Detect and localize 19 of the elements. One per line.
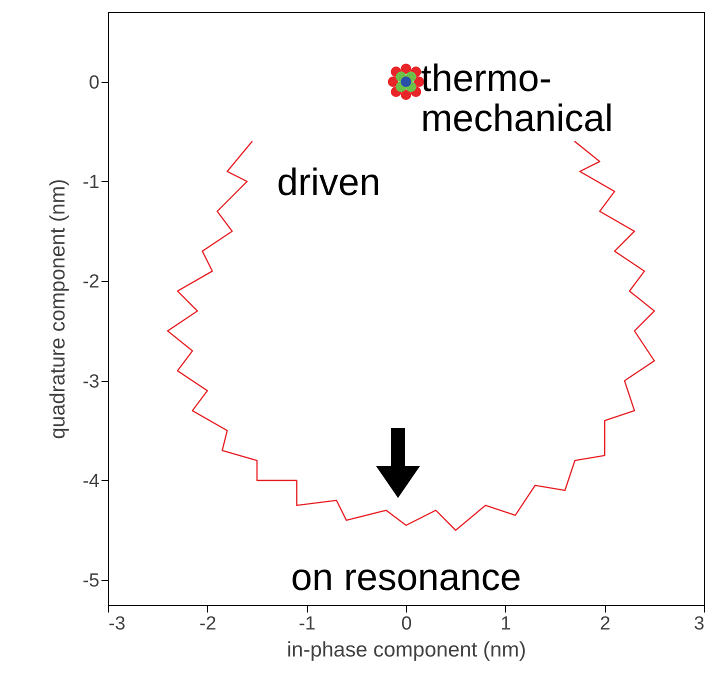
y-tick-label: 0: [88, 72, 100, 94]
y-tick-label: -1: [82, 172, 100, 193]
annotation: on resonance: [291, 557, 522, 599]
y-tick-label: -4: [82, 470, 100, 492]
x-axis-title: in-phase component (nm): [286, 638, 526, 662]
y-tick-label: -3: [82, 371, 100, 392]
annotation: thermo- mechanical: [420, 58, 614, 140]
x-tick-label: -1: [298, 614, 316, 634]
x-tick-label: -3: [108, 614, 126, 634]
y-axis-title: quadrature component (nm): [46, 178, 70, 440]
x-tick-label: 2: [600, 614, 610, 634]
x-tick-label: 1: [500, 614, 512, 634]
x-tick-label: -2: [199, 614, 216, 634]
y-tick-label: -2: [82, 272, 100, 293]
x-tick-label: 0: [401, 614, 412, 634]
annotation: driven: [277, 162, 380, 204]
line-series: [166, 140, 655, 531]
x-tick-label: 3: [694, 614, 704, 634]
y-tick-label: -5: [82, 570, 100, 592]
